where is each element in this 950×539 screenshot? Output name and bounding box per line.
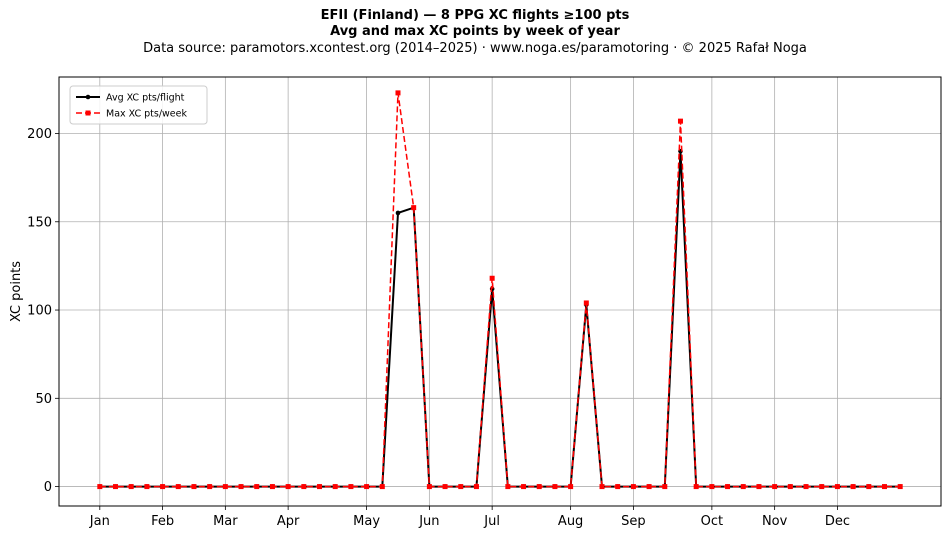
x-tick-label: Dec	[825, 514, 850, 529]
data-point	[238, 484, 244, 490]
x-tick-label: Jun	[418, 514, 439, 529]
data-point	[222, 484, 228, 490]
data-point	[97, 484, 103, 490]
data-point	[160, 484, 166, 490]
data-point	[740, 484, 746, 490]
x-tick-label: Sep	[621, 514, 646, 529]
data-point	[301, 484, 307, 490]
data-point	[850, 484, 856, 490]
data-point	[882, 484, 888, 490]
data-point	[364, 484, 370, 490]
data-point	[285, 484, 291, 490]
chart-titles: EFII (Finland) — 8 PPG XC flights ≥100 p…	[0, 8, 950, 58]
data-point	[144, 484, 150, 490]
data-point	[756, 484, 762, 490]
data-point	[662, 484, 668, 490]
data-point	[819, 484, 825, 490]
data-point	[897, 484, 903, 490]
data-point	[191, 484, 197, 490]
x-tick-label: Jul	[483, 514, 500, 529]
data-point	[489, 275, 495, 281]
chart-source: Data source: paramotors.xcontest.org (20…	[143, 41, 807, 56]
data-point	[505, 484, 511, 490]
y-tick-label: 50	[35, 392, 52, 407]
x-tick-label: Mar	[213, 514, 238, 529]
data-point	[348, 484, 354, 490]
data-point	[521, 484, 527, 490]
data-point	[379, 484, 385, 490]
data-point	[411, 205, 417, 211]
data-point	[772, 484, 778, 490]
data-point	[175, 484, 181, 490]
x-tick-label: Feb	[151, 514, 174, 529]
chart-subtitle: Avg and max XC points by week of year	[330, 24, 620, 39]
x-tick-label: Aug	[558, 514, 583, 529]
data-point	[458, 484, 464, 490]
legend-label: Avg XC pts/flight	[106, 93, 185, 104]
data-point	[395, 210, 401, 216]
x-tick-label: Jan	[89, 514, 110, 529]
data-point	[803, 484, 809, 490]
data-point	[834, 484, 840, 490]
data-point	[677, 118, 683, 124]
data-point	[787, 484, 793, 490]
data-point	[568, 484, 574, 490]
data-point	[725, 484, 731, 490]
legend-marker	[85, 94, 91, 100]
data-point	[395, 90, 401, 96]
data-point	[442, 484, 448, 490]
data-point	[426, 484, 432, 490]
data-point	[112, 484, 118, 490]
series-lines	[97, 90, 903, 490]
data-point	[693, 484, 699, 490]
data-point	[317, 484, 323, 490]
y-tick-label: 200	[27, 127, 52, 142]
y-tick-label: 150	[27, 215, 52, 230]
y-axis: 0 50 100 150 200	[27, 127, 59, 495]
data-point	[536, 484, 542, 490]
chart-title: EFII (Finland) — 8 PPG XC flights ≥100 p…	[320, 8, 630, 23]
data-point	[332, 484, 338, 490]
grid-lines	[59, 77, 941, 506]
data-point	[630, 484, 636, 490]
series-line-2	[99, 92, 901, 488]
data-point	[269, 484, 275, 490]
legend-box	[69, 85, 208, 125]
data-point	[709, 484, 715, 490]
legend: Avg XC pts/flight Max XC pts/week	[69, 85, 208, 125]
legend-marker	[85, 110, 91, 116]
data-point	[207, 484, 213, 490]
x-axis: Jan Feb Mar Apr May Jun Jul Aug Sep Oct Nov Dec	[89, 506, 850, 529]
data-point	[473, 484, 479, 490]
y-axis-label: XC points	[9, 261, 24, 322]
y-tick-label: 100	[27, 304, 52, 319]
legend-label: Max XC pts/week	[106, 109, 187, 120]
data-point	[128, 484, 134, 490]
data-point	[615, 484, 621, 490]
x-tick-label: Apr	[277, 514, 300, 529]
data-point	[583, 300, 589, 306]
x-tick-label: May	[353, 514, 380, 529]
x-tick-label: Nov	[762, 514, 788, 529]
x-tick-label: Oct	[701, 514, 723, 529]
series-line-1	[99, 150, 901, 488]
y-tick-label: 0	[44, 480, 52, 495]
data-point	[599, 484, 605, 490]
data-point	[646, 484, 652, 490]
plot-frame	[58, 76, 942, 507]
data-point	[866, 484, 872, 490]
data-point	[552, 484, 558, 490]
data-point	[254, 484, 260, 490]
